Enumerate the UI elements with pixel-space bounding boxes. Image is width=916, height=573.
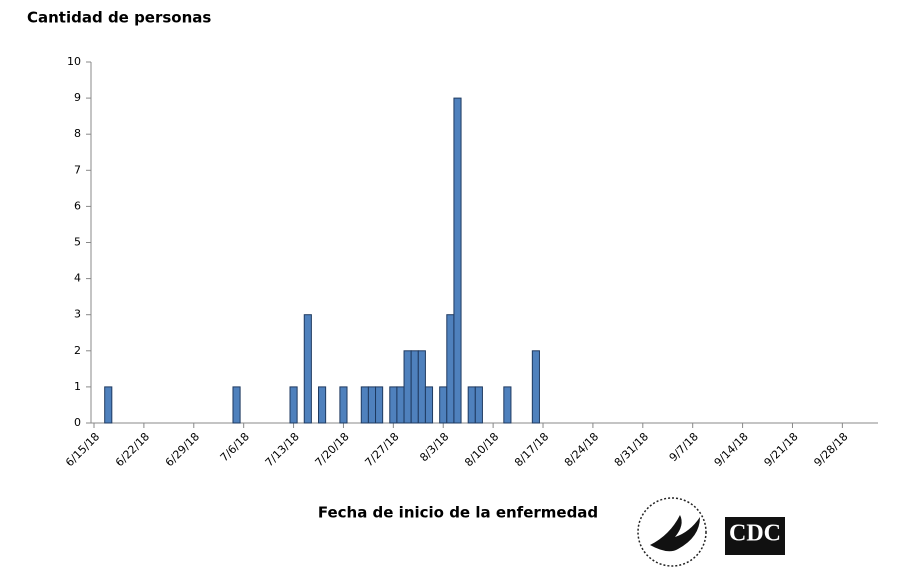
bar <box>104 386 113 424</box>
bar <box>453 97 462 424</box>
y-tick-label: 8 <box>74 127 81 140</box>
hhs-logo <box>637 497 707 567</box>
bar <box>318 386 327 424</box>
y-tick-label: 6 <box>74 199 81 212</box>
bar <box>375 386 384 424</box>
bar <box>339 386 348 424</box>
bar <box>232 386 241 424</box>
cdc-logo: CDC <box>725 517 785 555</box>
bar <box>503 386 512 424</box>
bar <box>367 386 377 424</box>
bar <box>360 386 369 424</box>
y-tick-label: 2 <box>74 344 81 357</box>
bar <box>531 350 540 424</box>
bar <box>289 386 298 424</box>
bar <box>403 350 412 424</box>
y-tick-label: 4 <box>74 272 81 285</box>
bar <box>410 350 419 424</box>
y-tick-label: 9 <box>74 91 81 104</box>
bar <box>474 386 483 424</box>
y-tick-label: 5 <box>74 236 81 249</box>
y-tick-label: 7 <box>74 163 81 176</box>
y-tick-label: 3 <box>74 308 81 321</box>
y-tick-label: 10 <box>67 55 81 68</box>
y-tick-label: 0 <box>74 416 81 429</box>
bar <box>424 386 434 424</box>
bar <box>417 350 426 424</box>
bar <box>439 386 448 424</box>
y-axis-title: Cantidad de personas <box>27 9 211 27</box>
bar <box>389 386 398 424</box>
y-tick-label: 1 <box>74 380 81 393</box>
bar <box>467 386 476 424</box>
x-axis-title: Fecha de inicio de la enfermedad <box>318 504 598 522</box>
cdc-logo-text: CDC <box>729 521 781 547</box>
bar <box>396 386 405 424</box>
bar <box>446 314 455 424</box>
bar <box>303 314 312 424</box>
